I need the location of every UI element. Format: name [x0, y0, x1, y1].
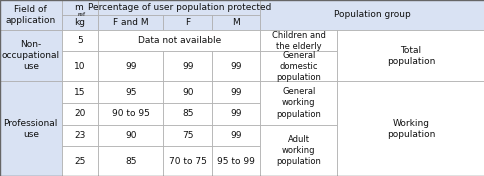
- Bar: [212, 15, 260, 30]
- Text: 75: 75: [182, 131, 193, 140]
- Text: 99: 99: [182, 62, 193, 71]
- Text: F and M: F and M: [113, 18, 148, 27]
- Bar: [212, 81, 260, 103]
- Bar: [260, 81, 336, 125]
- Text: M: M: [232, 18, 240, 27]
- Text: 99: 99: [230, 131, 242, 140]
- Bar: [336, 30, 484, 81]
- Text: General
domestic
population: General domestic population: [276, 51, 320, 82]
- Text: 99: 99: [230, 109, 242, 118]
- Text: 25: 25: [74, 157, 85, 166]
- Bar: [0, 0, 61, 30]
- Text: 90: 90: [125, 131, 136, 140]
- Text: 20: 20: [74, 109, 85, 118]
- Text: 99: 99: [125, 62, 136, 71]
- Bar: [61, 81, 98, 103]
- Text: 5: 5: [77, 36, 82, 45]
- Bar: [163, 125, 212, 146]
- Text: 70 to 75: 70 to 75: [168, 157, 206, 166]
- Bar: [61, 51, 98, 81]
- Text: kg: kg: [74, 18, 85, 27]
- Bar: [163, 51, 212, 81]
- Text: Working
population: Working population: [386, 119, 434, 139]
- Text: F: F: [185, 18, 190, 27]
- Bar: [163, 146, 212, 176]
- Bar: [98, 146, 163, 176]
- Bar: [98, 51, 163, 81]
- Bar: [61, 0, 98, 15]
- Text: ref: ref: [77, 12, 86, 17]
- Bar: [61, 15, 98, 30]
- Bar: [98, 81, 163, 103]
- Text: 23: 23: [74, 131, 85, 140]
- Bar: [212, 125, 260, 146]
- Text: 10: 10: [74, 62, 85, 71]
- Bar: [260, 30, 336, 51]
- Text: 99: 99: [230, 88, 242, 97]
- Bar: [98, 103, 163, 125]
- Bar: [212, 103, 260, 125]
- Bar: [163, 15, 212, 30]
- Bar: [260, 125, 336, 176]
- Bar: [98, 30, 260, 51]
- Text: m: m: [74, 3, 83, 12]
- Bar: [61, 125, 98, 146]
- Text: Field of
application: Field of application: [6, 5, 56, 25]
- Bar: [98, 0, 260, 15]
- Text: Professional
use: Professional use: [3, 119, 58, 139]
- Bar: [0, 81, 61, 176]
- Bar: [163, 81, 212, 103]
- Bar: [260, 0, 484, 30]
- Bar: [260, 51, 336, 81]
- Text: 90: 90: [182, 88, 193, 97]
- Bar: [61, 30, 98, 51]
- Bar: [0, 30, 61, 81]
- Text: 95: 95: [125, 88, 136, 97]
- Text: Total
population: Total population: [386, 46, 434, 66]
- Bar: [336, 81, 484, 176]
- Bar: [61, 146, 98, 176]
- Bar: [212, 51, 260, 81]
- Bar: [163, 103, 212, 125]
- Bar: [98, 15, 163, 30]
- Text: 85: 85: [182, 109, 193, 118]
- Bar: [61, 103, 98, 125]
- Text: 90 to 95: 90 to 95: [111, 109, 150, 118]
- Text: 95 to 99: 95 to 99: [217, 157, 255, 166]
- Text: Adult
working
population: Adult working population: [276, 135, 320, 166]
- Text: Percentage of user population protected: Percentage of user population protected: [87, 3, 271, 12]
- Bar: [212, 146, 260, 176]
- Text: Data not available: Data not available: [137, 36, 220, 45]
- Text: 85: 85: [125, 157, 136, 166]
- Bar: [98, 125, 163, 146]
- Text: Population group: Population group: [333, 10, 410, 19]
- Text: Children and
the elderly: Children and the elderly: [271, 31, 325, 51]
- Text: 99: 99: [230, 62, 242, 71]
- Text: 15: 15: [74, 88, 85, 97]
- Text: Non-
occupational
use: Non- occupational use: [2, 40, 60, 71]
- Text: General
working
population: General working population: [276, 87, 320, 119]
